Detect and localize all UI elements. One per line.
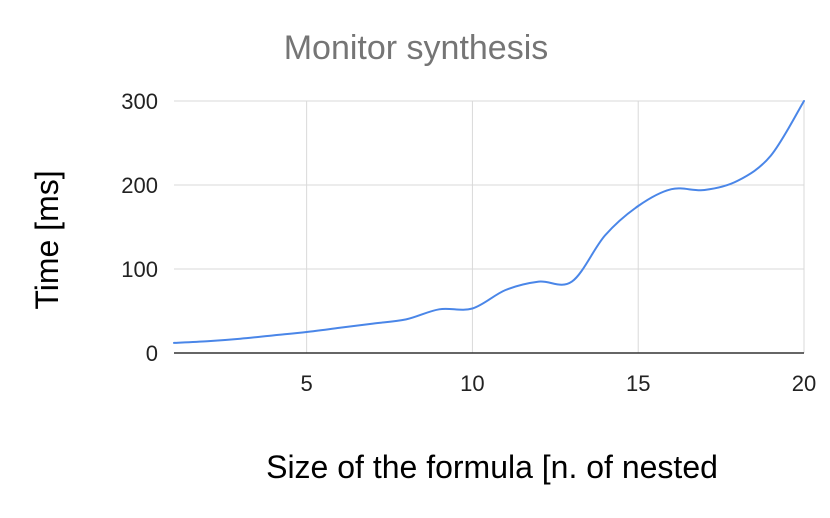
series-line — [173, 100, 805, 344]
gridlines — [174, 100, 805, 354]
x-tick-label: 20 — [792, 371, 816, 396]
chart-title: Monitor synthesis — [284, 29, 549, 67]
x-tick-label: 5 — [301, 371, 313, 396]
y-tick-label: 200 — [121, 173, 158, 198]
series-layer — [173, 100, 805, 344]
y-axis-label: Time [ms] — [29, 170, 65, 309]
tick-labels: 0 100 200 300 5 10 15 20 — [121, 89, 816, 396]
y-tick-label: 0 — [146, 341, 158, 366]
y-tick-label: 300 — [121, 89, 158, 114]
x-axis-label: Size of the formula [n. of nested — [266, 449, 718, 485]
x-tick-label: 10 — [460, 371, 484, 396]
x-tick-label: 15 — [626, 371, 650, 396]
y-tick-label: 100 — [121, 257, 158, 282]
